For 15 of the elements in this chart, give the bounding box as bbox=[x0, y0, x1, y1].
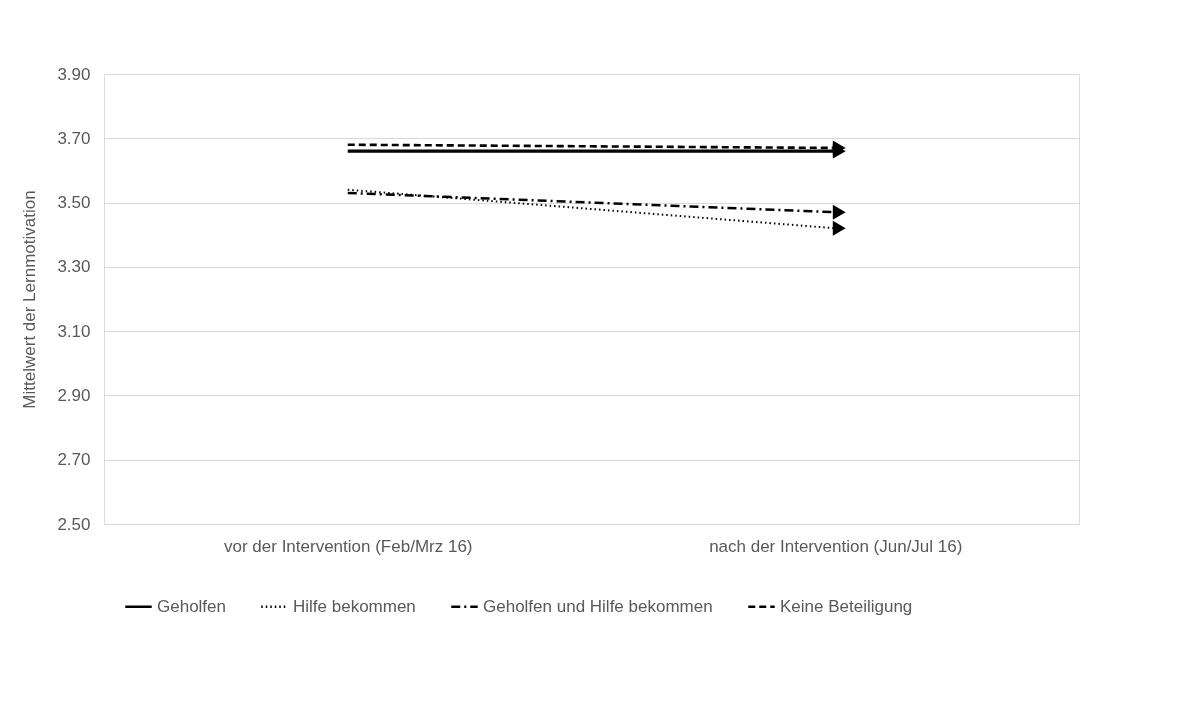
legend-label: Keine Beteiligung bbox=[780, 596, 913, 616]
legend-label: Geholfen bbox=[157, 596, 226, 616]
y-tick-label: 3.50 bbox=[57, 193, 91, 213]
y-tick-label: 3.10 bbox=[57, 321, 91, 341]
legend-label: Hilfe bekommen bbox=[293, 596, 416, 616]
y-tick-label: 3.70 bbox=[57, 128, 91, 148]
x-tick-label: vor der Intervention (Feb/Mrz 16) bbox=[224, 536, 473, 556]
y-tick-label: 2.70 bbox=[57, 450, 91, 470]
y-tick-label: 2.90 bbox=[57, 385, 91, 405]
y-tick-label: 2.50 bbox=[57, 514, 91, 534]
y-tick-label: 3.90 bbox=[57, 64, 91, 84]
x-tick-label: nach der Intervention (Jun/Jul 16) bbox=[709, 536, 963, 556]
legend-label: Geholfen und Hilfe bekommen bbox=[483, 596, 713, 616]
y-tick-label: 3.30 bbox=[57, 257, 91, 277]
y-axis-title: Mittelwert der Lernmotivation bbox=[20, 190, 40, 409]
